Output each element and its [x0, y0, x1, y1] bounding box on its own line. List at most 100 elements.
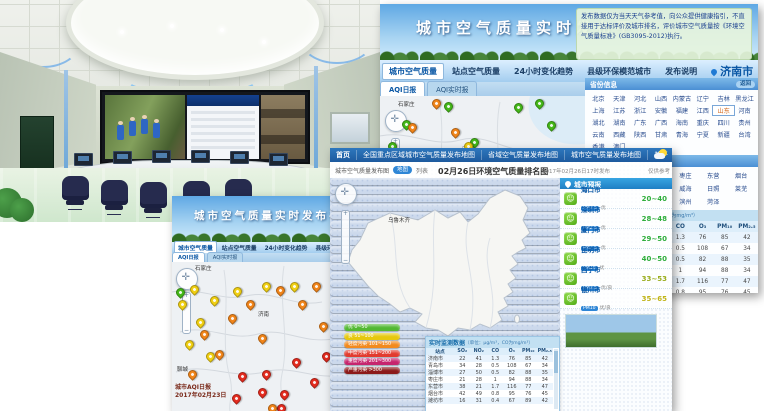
banner: 城市空气质量实时发布平台 发布数据仅为当天天气参考值，向公众提供健康指引，不直接…: [380, 4, 758, 60]
city-link[interactable]: 威海: [679, 186, 692, 193]
province-link[interactable]: 内蒙古: [672, 96, 692, 103]
tab-aqi-realtime[interactable]: AQI实时报: [427, 81, 478, 96]
back-button[interactable]: 返回: [735, 80, 755, 88]
pollutant-tag: PM10: [581, 306, 598, 311]
province-link[interactable]: 台湾: [738, 132, 751, 139]
city-link[interactable]: 滨州: [679, 199, 692, 206]
nav-home[interactable]: 首页: [336, 151, 350, 159]
province-link[interactable]: 上海: [592, 108, 605, 115]
nav-province-map[interactable]: 省域空气质量发布地图: [481, 150, 564, 160]
province-link[interactable]: 山西: [654, 96, 668, 103]
province-link[interactable]: 江西: [696, 108, 709, 115]
province-link[interactable]: 湖南: [613, 120, 626, 127]
city-link[interactable]: 烟台: [734, 173, 748, 180]
province-grid: 北京 天津 河北 山西 内蒙古 辽宁 吉林 黑龙江上海 江苏 浙江 安徽 福建 江西 山东 河南湖北 湖南 广东…: [585, 90, 758, 155]
province-link[interactable]: 黑龙江: [735, 96, 754, 103]
breadcrumb: 城市空气质量发布图: [335, 167, 390, 175]
province-link[interactable]: 江苏: [613, 108, 626, 115]
province-link[interactable]: 海南: [675, 120, 689, 127]
province-link[interactable]: 四川: [717, 120, 730, 127]
map-zoom-slider[interactable]: [182, 292, 191, 334]
forecast-item[interactable]: ☺ 深圳市 PM2.5 优 28~48: [560, 206, 672, 231]
tab-aqi-realtime[interactable]: AQI实时报: [206, 252, 244, 262]
nav-city-air[interactable]: 城市空气质量: [382, 62, 444, 80]
map-zoom-slider[interactable]: [341, 210, 350, 264]
notice-box: 发布数据仅为当天天气参考值，向公众提供健康指引，不直接用于达标评价及城市排名，评…: [576, 8, 752, 60]
map-view-button[interactable]: 地图: [393, 166, 413, 174]
console-monitor: [269, 153, 288, 166]
province-link[interactable]: 吉林: [717, 96, 730, 103]
report-caption: 城市AQI日报 2017年02月23日: [175, 384, 227, 400]
forecast-level: 优: [599, 266, 605, 271]
map-pan-control[interactable]: [335, 183, 357, 205]
forecast-item[interactable]: ☺ 西宁市 PM2.5 优/良 33~53: [560, 266, 672, 291]
nav-model-city[interactable]: 县级环保模范城市: [587, 66, 652, 76]
city-link[interactable]: 日照: [707, 186, 720, 193]
province-link[interactable]: 安徽: [654, 108, 668, 115]
province-link[interactable]: 广东: [634, 120, 647, 127]
screenshot-national-air-map: 首页 全国重点区域城市空气质量发布地图 省域空气质量发布地图 城市空气质量发布地…: [330, 148, 672, 411]
city-link[interactable]: 枣庄: [679, 173, 692, 180]
province-link[interactable]: 河北: [634, 96, 647, 103]
province-panel-header: 省份信息 返回: [585, 78, 758, 90]
province-link[interactable]: 澳门: [609, 142, 630, 151]
nav-key-region-map[interactable]: 全国重点区域城市空气质量发布地图: [356, 150, 481, 160]
province-link[interactable]: 北京: [592, 96, 605, 103]
disclaimer-note: 仅供参考: [647, 169, 670, 175]
province-link[interactable]: 广西: [654, 120, 668, 127]
forecast-range: 40~50: [641, 254, 667, 263]
province-link[interactable]: 陕西: [634, 132, 647, 139]
province-link[interactable]: 天津: [613, 96, 626, 103]
city-link[interactable]: 东营: [707, 173, 720, 180]
province-link[interactable]: 福建: [675, 108, 689, 115]
forecast-item[interactable]: ☺ 厦门市 PM2.5 优 29~50: [560, 226, 672, 251]
province-link[interactable]: 宁夏: [696, 132, 709, 139]
nav-city-map[interactable]: 城市空气质量发布地图: [564, 150, 647, 160]
nav-24h-trend[interactable]: 24小时变化趋势: [514, 66, 574, 76]
platform-title: 城市空气质量实时发布平台: [194, 210, 356, 222]
province-link[interactable]: 河南: [738, 108, 751, 115]
province-link[interactable]: 湖北: [592, 120, 605, 127]
publish-time: 2017年02月26日17时发布: [542, 169, 610, 175]
forecast-item[interactable]: ☺ 银川市 PM10 优/良 35~65: [560, 286, 672, 311]
console-monitor: [230, 151, 249, 164]
province-link[interactable]: 浙江: [634, 108, 647, 115]
wall-window: [330, 112, 370, 144]
province-link[interactable]: 新疆: [717, 132, 730, 139]
province-link[interactable]: 西藏: [613, 132, 626, 139]
map-label-shijiazhuang: 石家庄: [398, 102, 415, 108]
location-pin-icon: [563, 179, 573, 188]
city-link[interactable]: 莱芜: [734, 186, 748, 193]
city-link[interactable]: 菏泽: [707, 199, 720, 206]
aqi-tabs: AQI日报 AQI实时报: [172, 252, 358, 262]
banner: 城市空气质量实时发布平台: [172, 196, 358, 242]
door: [20, 116, 54, 172]
province-link[interactable]: 云南: [592, 132, 605, 139]
province-link[interactable]: 贵州: [738, 120, 751, 127]
province-link[interactable]: 甘肃: [654, 132, 668, 139]
realtime-data-panel: 实时监测数据 （单位：μg/m³，CO为mg/m³） 站点 SO₂ NO₂ CO O₃…: [425, 336, 560, 411]
legend-item: 优 0~50: [344, 324, 400, 331]
nav-station-air[interactable]: 站点空气质量: [221, 246, 257, 252]
control-room-photo: [0, 0, 380, 222]
nav-release-note[interactable]: 发布说明: [665, 66, 698, 76]
trees-graphic: [172, 225, 358, 242]
realtime-table-header: 实时监测数据 （单位：μg/m³，CO为mg/m³）: [426, 337, 559, 348]
forecast-city: 厦门市: [581, 226, 601, 234]
main-nav: 首页 全国重点区域城市空气质量发布地图 省域空气质量发布地图 城市空气质量发布地…: [330, 148, 672, 162]
province-link[interactable]: 山东: [712, 105, 736, 116]
nav-24h-trend[interactable]: 24小时变化趋势: [264, 246, 308, 252]
table-scrollbar[interactable]: [554, 349, 558, 409]
province-link[interactable]: 辽宁: [696, 96, 709, 103]
forecast-item[interactable]: ☺ 昆明市 PM10 优 40~50: [560, 246, 672, 271]
current-city[interactable]: 济南市: [709, 63, 753, 79]
province-link[interactable]: 青海: [675, 132, 689, 139]
nav-station-air[interactable]: 站点空气质量: [452, 66, 500, 76]
forecast-item[interactable]: ☺ 海口市 PM2.5 优 20~40: [560, 186, 672, 211]
tab-aqi-daily[interactable]: AQI日报: [172, 252, 205, 262]
tab-aqi-daily[interactable]: AQI日报: [380, 81, 426, 96]
province-link[interactable]: 重庆: [696, 120, 709, 127]
province-link[interactable]: 香港: [588, 142, 609, 151]
list-view-button[interactable]: 列表: [416, 167, 429, 175]
